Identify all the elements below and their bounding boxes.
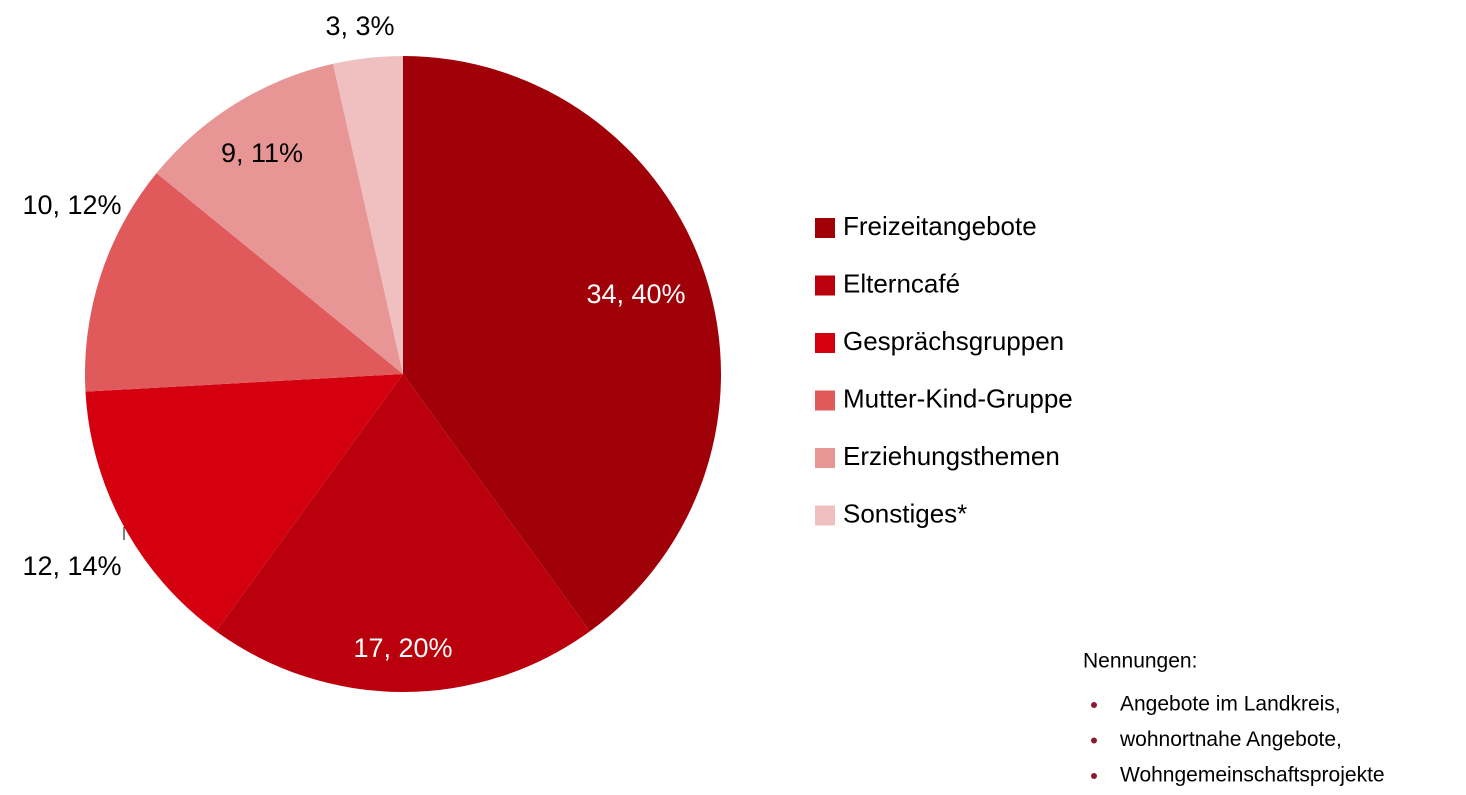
legend-label: Erziehungsthemen xyxy=(843,441,1060,471)
legend-label: Mutter-Kind-Gruppe xyxy=(843,383,1073,413)
legend-label: Freizeitangebote xyxy=(843,211,1037,241)
legend-label: Gesprächsgruppen xyxy=(843,326,1064,356)
pie-slice xyxy=(216,374,590,692)
bullet xyxy=(1091,702,1097,708)
bullet xyxy=(1091,737,1097,744)
data-label: 17, 20% xyxy=(353,633,452,663)
legend-swatch xyxy=(815,505,835,526)
data-label: 10, 12% xyxy=(22,190,121,220)
pie-slice xyxy=(156,63,403,374)
pie-slice xyxy=(333,56,403,374)
note-item: Wohngemeinschaftsprojekte xyxy=(1120,764,1385,787)
pie-slice xyxy=(85,173,403,392)
legend-label: Elterncafé xyxy=(843,268,960,298)
data-label: 34, 40% xyxy=(586,279,685,309)
legend-swatch xyxy=(815,390,835,411)
data-label: 12, 14% xyxy=(22,551,121,581)
legend-swatch xyxy=(815,448,835,468)
pie-slice xyxy=(403,56,721,632)
legend-swatch xyxy=(815,275,835,296)
bullet xyxy=(1091,773,1097,779)
pie-slice xyxy=(85,374,403,632)
note-item: wohnortnahe Angebote, xyxy=(1119,728,1342,751)
note-item: Angebote im Landkreis, xyxy=(1120,693,1341,716)
legend-label: Sonstiges* xyxy=(843,498,967,528)
data-label: 3, 3% xyxy=(325,11,394,41)
legend-swatch xyxy=(815,218,835,238)
notes-title: Nennungen: xyxy=(1083,650,1197,673)
data-label: 9, 11% xyxy=(221,138,303,168)
legend-swatch xyxy=(815,333,835,353)
